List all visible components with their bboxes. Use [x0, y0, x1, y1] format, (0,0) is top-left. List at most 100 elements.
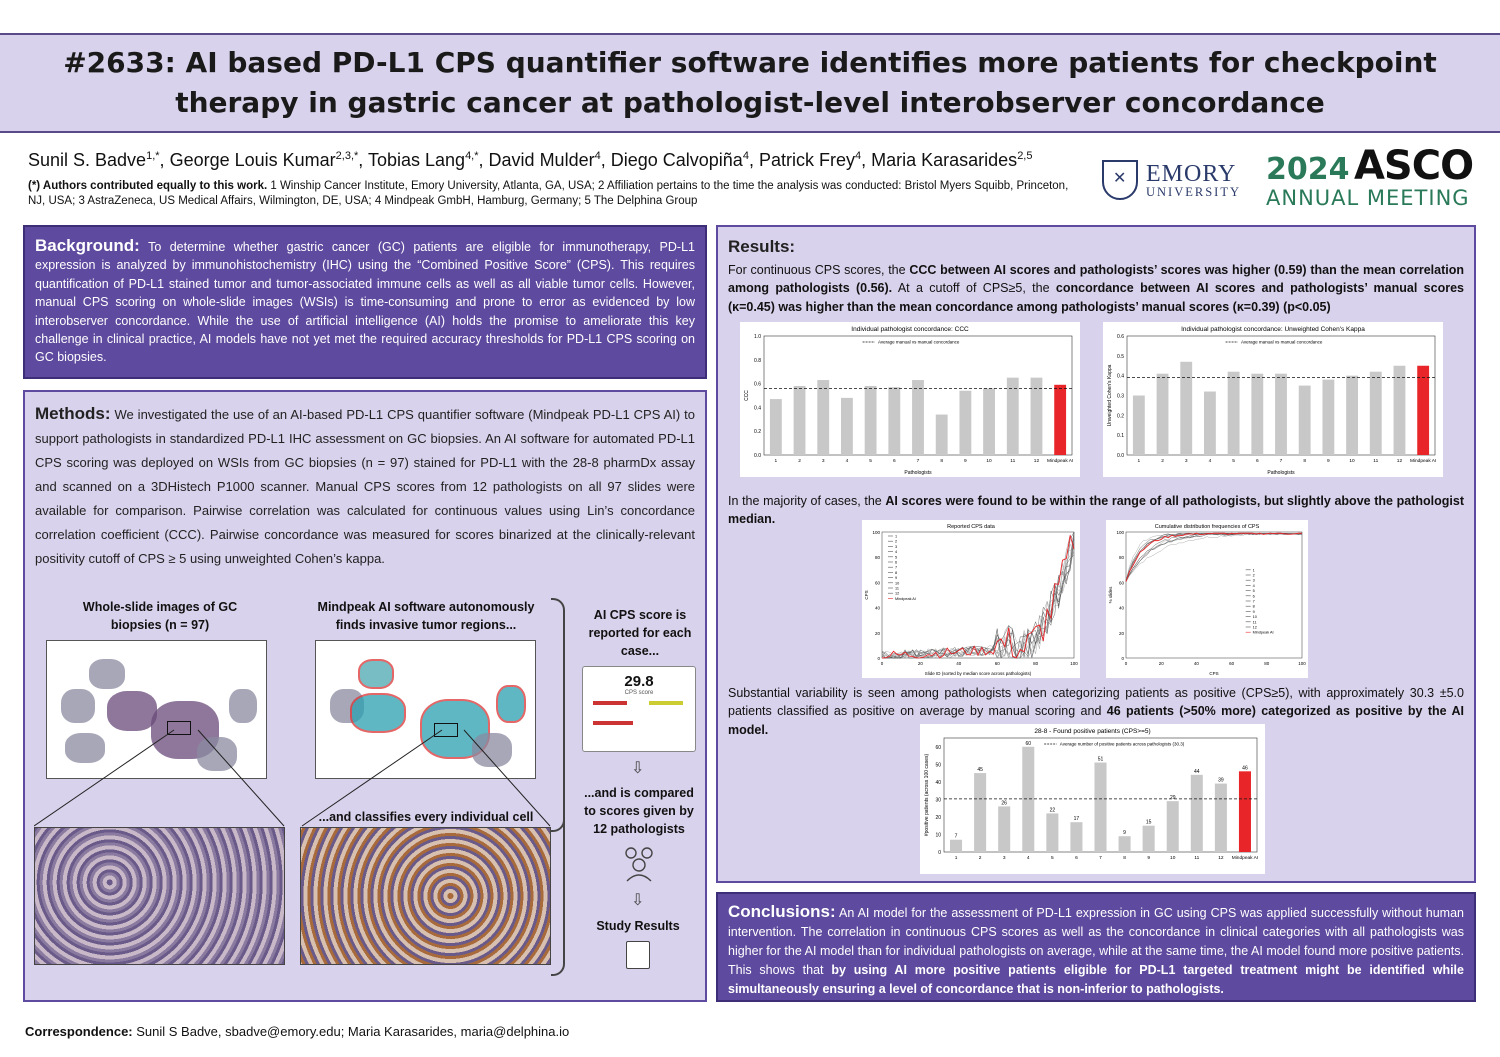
- pathologist-series-line: [881, 531, 1075, 659]
- x-tick-label: 9: [1327, 458, 1330, 464]
- x-tick-label: 40: [1194, 661, 1200, 666]
- emory-shield-icon: [1102, 160, 1138, 200]
- y-axis-label: % slides: [1108, 586, 1113, 604]
- x-tick-label: 10: [986, 458, 992, 464]
- y-tick-label: 0.2: [754, 429, 761, 435]
- pathologist-bar: [1166, 801, 1179, 852]
- y-tick-label: 40: [1119, 606, 1125, 611]
- y-tick-label: 0.5: [1117, 354, 1124, 360]
- x-tick-label: 7: [1099, 855, 1102, 861]
- y-tick-label: 100: [1116, 530, 1124, 535]
- pathologist-series-line: [1125, 533, 1303, 583]
- background-panel: Background: To determine whether gastric…: [23, 225, 707, 379]
- y-axis-label: #positive patients (across 100 cases): [924, 754, 930, 837]
- data-label: 39: [1218, 778, 1224, 784]
- caption-ai-regions: Mindpeak AI software autonomously finds …: [317, 600, 535, 632]
- legend-entry: 8: [1253, 605, 1255, 609]
- y-tick-label: 0.6: [1117, 334, 1124, 340]
- legend-entry: 2: [895, 540, 897, 544]
- pathologist-bar: [1070, 822, 1083, 852]
- y-tick-label: 0.0: [754, 453, 761, 459]
- pathologist-bar: [959, 390, 972, 455]
- pathologist-bar: [1156, 373, 1169, 455]
- data-label: 9: [1123, 830, 1126, 836]
- y-tick-label: 80: [1119, 555, 1125, 560]
- data-label: 45: [977, 767, 983, 773]
- x-tick-label: 8: [940, 458, 943, 464]
- x-tick-label: 2: [1161, 458, 1164, 464]
- results-paragraph-1: For continuous CPS scores, the CCC betwe…: [728, 263, 1464, 314]
- y-tick-label: 0.1: [1117, 433, 1124, 439]
- x-axis-label: CPS: [1209, 671, 1218, 676]
- methods-heading: Methods:: [35, 404, 111, 423]
- x-axis-label: Pathologists: [1267, 470, 1295, 476]
- data-label: 22: [1050, 807, 1056, 813]
- pathologist-series-line: [1125, 533, 1303, 581]
- pathologist-bar: [935, 414, 948, 455]
- y-tick-label: 30: [935, 797, 941, 803]
- data-label: 7: [955, 834, 958, 840]
- ai-bar: [1417, 365, 1430, 455]
- results-paragraph-3: Substantial variability is seen among pa…: [728, 686, 1464, 737]
- pathologist-bar: [998, 806, 1011, 852]
- x-tick-label: 60: [1229, 661, 1235, 666]
- legend-entry: 12: [895, 592, 899, 596]
- x-tick-label: 6: [1256, 458, 1259, 464]
- caption-wsi: Whole-slide images of GC biopsies (n = 9…: [82, 600, 238, 632]
- legend-entry: 11: [895, 587, 899, 591]
- x-tick-label: 40: [956, 661, 962, 666]
- legend-entry: 8: [895, 571, 897, 575]
- x-tick-label: 7: [1280, 458, 1283, 464]
- classified-cells-micrograph: [300, 827, 551, 965]
- chart-positive-patients: 28-8 - Found positive patients (CPS>=5) 0…: [920, 724, 1265, 874]
- pathologist-bar: [1094, 762, 1107, 852]
- pathologist-bar: [1118, 836, 1131, 852]
- data-label: 17: [1074, 816, 1080, 822]
- y-tick-label: 20: [1119, 631, 1125, 636]
- x-tick-label: 11: [1010, 458, 1015, 464]
- results-heading: Results:: [728, 237, 796, 256]
- legend-entry: 1: [895, 535, 897, 539]
- pathologist-bar: [974, 773, 987, 852]
- cps-label: CPS score: [624, 690, 654, 696]
- legend-entry: 7: [895, 566, 897, 570]
- y-tick-label: 0.2: [1117, 413, 1124, 419]
- y-axis-label: CCC: [744, 390, 750, 401]
- x-tick-label: 4: [1209, 458, 1212, 464]
- asco-year: 2024: [1266, 152, 1350, 187]
- y-tick-label: 0.4: [754, 405, 761, 411]
- legend-entry: Average manual vs manual concordance: [878, 340, 960, 345]
- author-2: George Louis Kumar2,3,*: [169, 150, 359, 170]
- pathologist-bar: [1214, 783, 1227, 852]
- x-tick-label: 7: [917, 458, 920, 464]
- pathologist-series-line: [881, 532, 1075, 659]
- author-1: Sunil S. Badve1,*: [28, 150, 160, 170]
- author-list: Sunil S. Badve1,*, George Louis Kumar2,3…: [28, 150, 1033, 170]
- pathologist-bar: [841, 397, 853, 455]
- emory-logo: EMORY UNIVERSITY: [1102, 160, 1241, 200]
- wsi-thumbnail: [46, 640, 267, 779]
- legend-entry: Average manual vs manual concordance: [1241, 340, 1323, 345]
- legend-entry: 3: [1253, 579, 1255, 583]
- x-tick-label: 8: [1123, 855, 1126, 861]
- x-tick-label: 80: [1033, 661, 1039, 666]
- x-tick-label: 11: [1373, 458, 1378, 464]
- zoom-connector-lines: [34, 729, 551, 827]
- x-tick-label: 8: [1303, 458, 1306, 464]
- data-label: 26: [1001, 800, 1007, 806]
- pathologist-series-line: [1125, 533, 1303, 582]
- asco-logo: 2024 ASCO ANNUAL MEETING: [1266, 146, 1474, 209]
- pathologist-series-line: [1125, 533, 1303, 581]
- y-tick-label: 40: [875, 606, 881, 611]
- affiliations: (*) Authors contributed equally to this …: [28, 179, 1088, 209]
- x-tick-label: 9: [964, 458, 967, 464]
- y-tick-label: 1.0: [754, 334, 761, 340]
- pathologist-series-line: [1125, 533, 1302, 582]
- legend-entry: Average number of positive patients acro…: [1060, 742, 1185, 747]
- brace-bottom: [551, 716, 565, 976]
- x-tick-label: 1: [1138, 458, 1141, 464]
- x-tick-label: 10: [1349, 458, 1355, 464]
- pathologist-bar: [1393, 365, 1406, 455]
- caption-cells: ...and classifies every individual cell: [318, 810, 534, 824]
- author-5: Diego Calvopiña4: [610, 150, 749, 170]
